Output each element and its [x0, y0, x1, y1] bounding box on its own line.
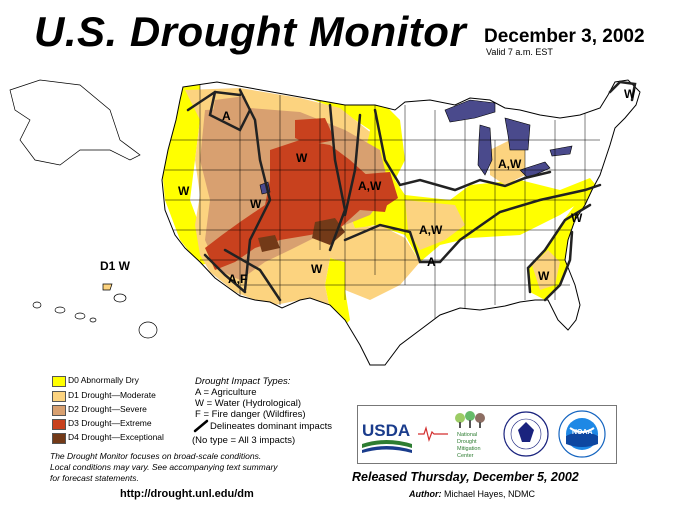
impact-line-description: Delineates dominant impacts	[210, 421, 332, 432]
impact-label-michigan: A,W	[498, 157, 522, 171]
impact-label-arizona: A,F	[228, 272, 247, 286]
lake-huron	[504, 117, 531, 151]
author-name: Michael Hayes, NDMC	[444, 489, 536, 499]
legend-label-d3: D3 Drought—Extreme	[68, 418, 152, 428]
website-link[interactable]: http://drought.unl.edu/dm	[120, 488, 254, 500]
drought-map: A W W W A,W A,W A,W A W W W A,F W D1 W	[9, 79, 641, 366]
noaa-logo: NOAA	[558, 410, 606, 458]
alaska-outline	[9, 79, 141, 166]
author-label: Author:	[409, 489, 442, 499]
logos-graphic: USDA National Drought Mitigation Center	[362, 410, 606, 459]
d1-area-michigan	[490, 140, 525, 185]
impact-label-nevada: W	[250, 197, 262, 211]
impact-type-water: W = Water (Hydrological)	[195, 398, 302, 409]
legend-label-d0: D0 Abnormally Dry	[68, 375, 139, 385]
swatch-d1	[52, 391, 66, 402]
ndmc-logo: National Drought Mitigation Center	[455, 411, 485, 459]
release-date: Released Thursday, December 5, 2002	[352, 470, 579, 484]
page-title: U.S. Drought Monitor	[34, 8, 467, 55]
impact-label-wyoming: W	[296, 151, 308, 165]
usda-text: USDA	[362, 421, 410, 440]
d3-area-montana	[295, 118, 335, 145]
usda-logo: USDA	[362, 421, 412, 453]
legend-label-d4: D4 Drought—Exceptional	[68, 432, 164, 442]
legend-label-d2: D2 Drought—Severe	[68, 404, 147, 414]
swatch-d0	[52, 376, 66, 387]
hawaii-islands	[32, 283, 158, 339]
impact-label-missouri: A,W	[419, 223, 443, 237]
no-type-note: (No type = All 3 impacts)	[192, 435, 296, 446]
lake-superior	[444, 99, 496, 123]
state-borders	[165, 85, 605, 320]
legend-label-d1: D1 Drought—Moderate	[68, 390, 156, 400]
ndmc-line-4: Center	[457, 453, 474, 459]
swatch-d2	[52, 405, 66, 416]
map-date: December 3, 2002	[484, 26, 645, 47]
impact-types-title: Drought Impact Types:	[195, 376, 291, 387]
impact-label-maine: W	[624, 87, 636, 101]
swatch-d3	[52, 419, 66, 430]
impact-line-symbol	[193, 419, 209, 433]
valid-time: Valid 7 a.m. EST	[486, 47, 553, 57]
hawaii-label: D1 W	[100, 259, 131, 273]
impact-lines	[186, 80, 637, 302]
ndmc-line-1: National	[457, 432, 477, 438]
commerce-seal-icon	[503, 411, 549, 457]
noaa-text: NOAA	[572, 429, 593, 436]
note-line-2: Local conditions may vary. See accompany…	[50, 462, 278, 472]
impact-label-texas: W	[311, 262, 323, 276]
d3-area-nebraska	[355, 172, 398, 210]
impact-label-montana: A	[222, 109, 231, 123]
impact-label-nebraska: A,W	[358, 179, 382, 193]
d4-area-utah	[258, 235, 280, 252]
impact-label-california: W	[178, 184, 190, 198]
ndmc-line-2: Drought	[457, 439, 477, 445]
agency-logos: USDA National Drought Mitigation Center	[357, 405, 617, 464]
ndmc-line-3: Mitigation	[457, 446, 481, 452]
note-line-3: for forecast statements.	[50, 473, 139, 483]
impact-label-virginia: W	[571, 211, 583, 225]
disclaimer-note: The Drought Monitor focuses on broad-sca…	[50, 451, 350, 484]
impact-type-fire: F = Fire danger (Wildfires)	[195, 409, 306, 420]
lake-ontario	[549, 145, 573, 157]
note-line-1: The Drought Monitor focuses on broad-sca…	[50, 451, 262, 461]
swatch-d4	[52, 433, 66, 444]
impact-label-arkansas: A	[427, 255, 436, 269]
impact-label-georgia: W	[538, 269, 550, 283]
impact-type-agriculture: A = Agriculture	[195, 387, 257, 398]
waveform-icon	[418, 425, 448, 443]
author-line: Author: Michael Hayes, NDMC	[409, 489, 535, 499]
